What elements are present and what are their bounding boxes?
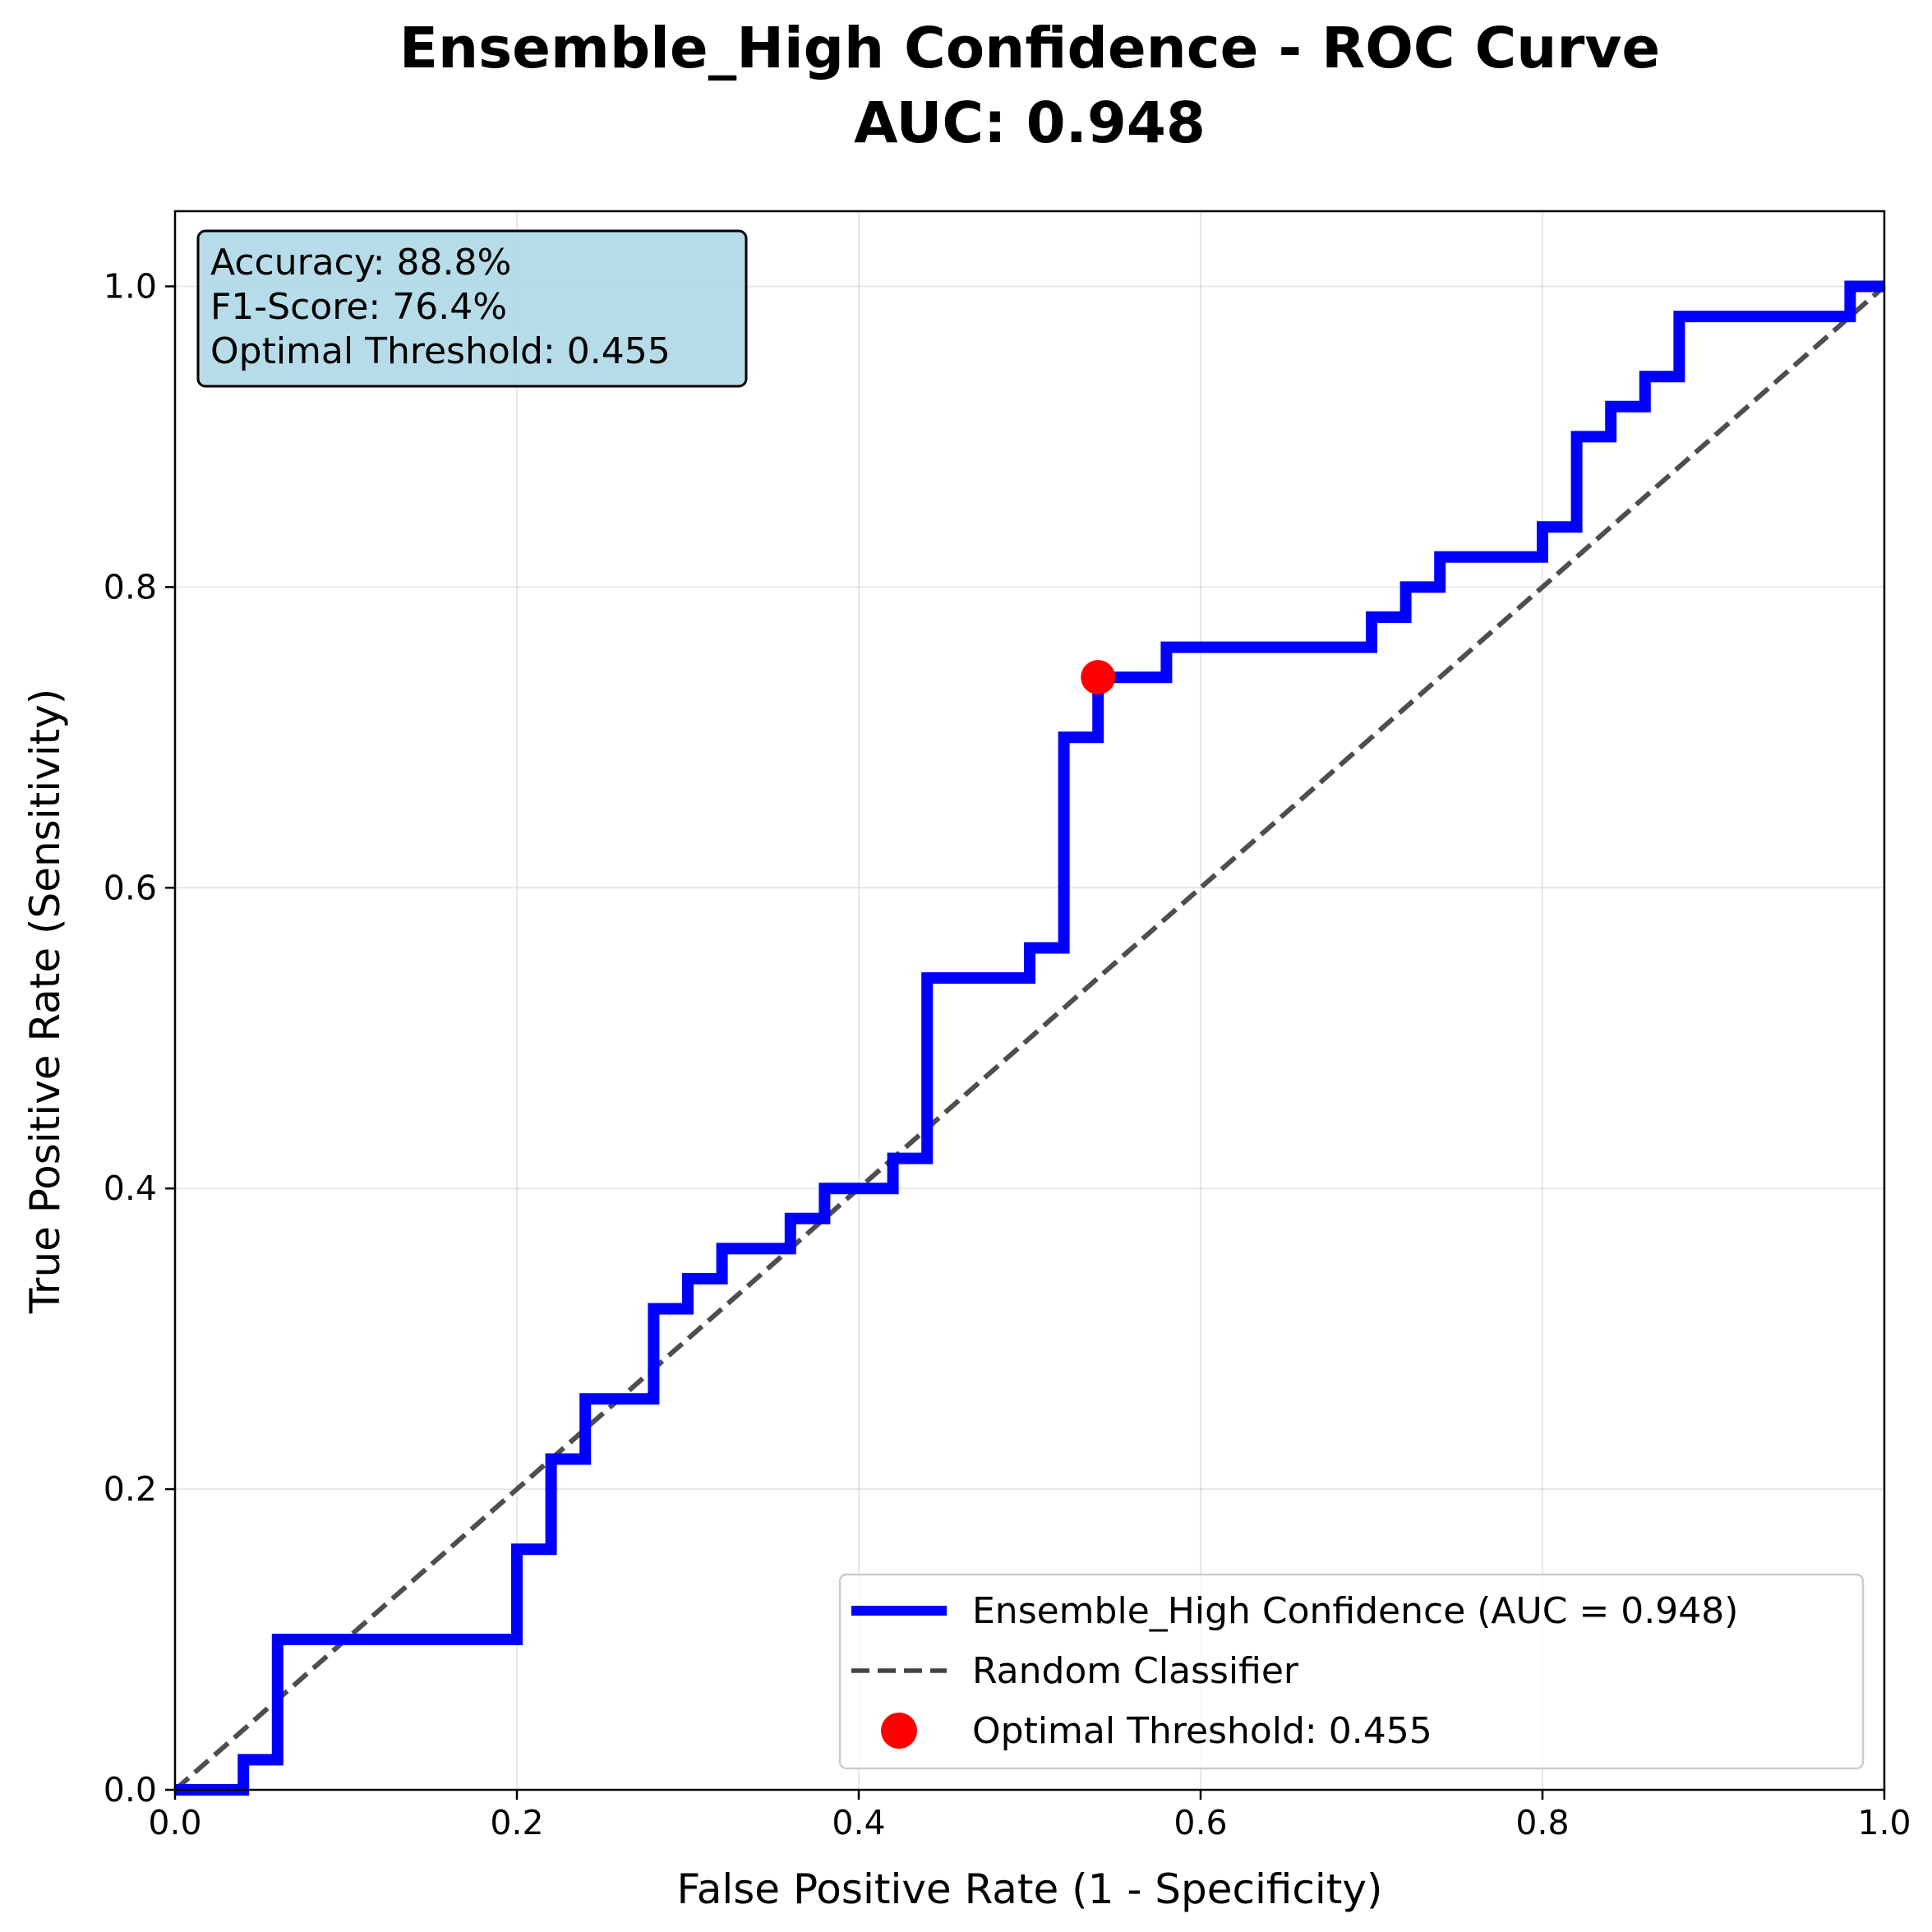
series-layer (173, 280, 1886, 1796)
y-tick-label: 0.0 (104, 1770, 157, 1810)
y-tick-label: 1.0 (104, 266, 157, 306)
x-axis-label: False Positive Rate (1 - Specificity) (677, 1865, 1383, 1913)
x-tick-label: 1.0 (1857, 1803, 1911, 1842)
y-tick-label: 0.4 (104, 1169, 157, 1208)
legend-roc-label: Ensemble_High Confidence (AUC = 0.948) (972, 1590, 1738, 1632)
legend-frame (838, 1573, 1865, 1770)
x-tick-label: 0.6 (1173, 1803, 1227, 1842)
grid-lines (174, 211, 1885, 1791)
roc-curve-line (175, 280, 1884, 1796)
stats-optimal-threshold: Optimal Threshold: 0.455 (210, 330, 671, 372)
x-tick-label: 0.4 (832, 1803, 885, 1842)
stats-box-background (196, 229, 748, 388)
x-tick-label: 0.2 (490, 1803, 543, 1842)
legend: Ensemble_High Confidence (AUC = 0.948) R… (838, 1573, 1865, 1770)
y-tick-label: 0.6 (104, 868, 157, 907)
y-axis-label: True Positive Rate (Sensitivity) (21, 689, 69, 1315)
plot-frame (173, 210, 1886, 1791)
axis-ticks: 0.0 0.2 0.4 0.6 0.8 1.0 0.0 0.2 0.4 0.6 0.8 1.0 (104, 266, 1911, 1842)
x-tick-label: 0.0 (148, 1803, 201, 1842)
stats-box: Accuracy: 88.8% F1-Score: 76.4% Optimal … (196, 229, 748, 388)
legend-random-label: Random Classifier (972, 1650, 1299, 1692)
chart-title-line1: Ensemble_High Confidence - ROC Curve (399, 16, 1660, 81)
optimal-threshold-marker (1081, 660, 1116, 695)
y-tick-label: 0.2 (104, 1469, 157, 1509)
x-tick-label: 0.8 (1515, 1803, 1569, 1842)
stats-accuracy: Accuracy: 88.8% (210, 242, 511, 284)
legend-optimal-marker (881, 1713, 917, 1749)
stats-f1-score: F1-Score: 76.4% (210, 286, 507, 328)
random-classifier-line (173, 284, 1886, 1792)
legend-optimal-label: Optimal Threshold: 0.455 (972, 1710, 1432, 1752)
y-tick-label: 0.8 (104, 567, 157, 606)
chart-title-line2: AUC: 0.948 (854, 90, 1206, 156)
